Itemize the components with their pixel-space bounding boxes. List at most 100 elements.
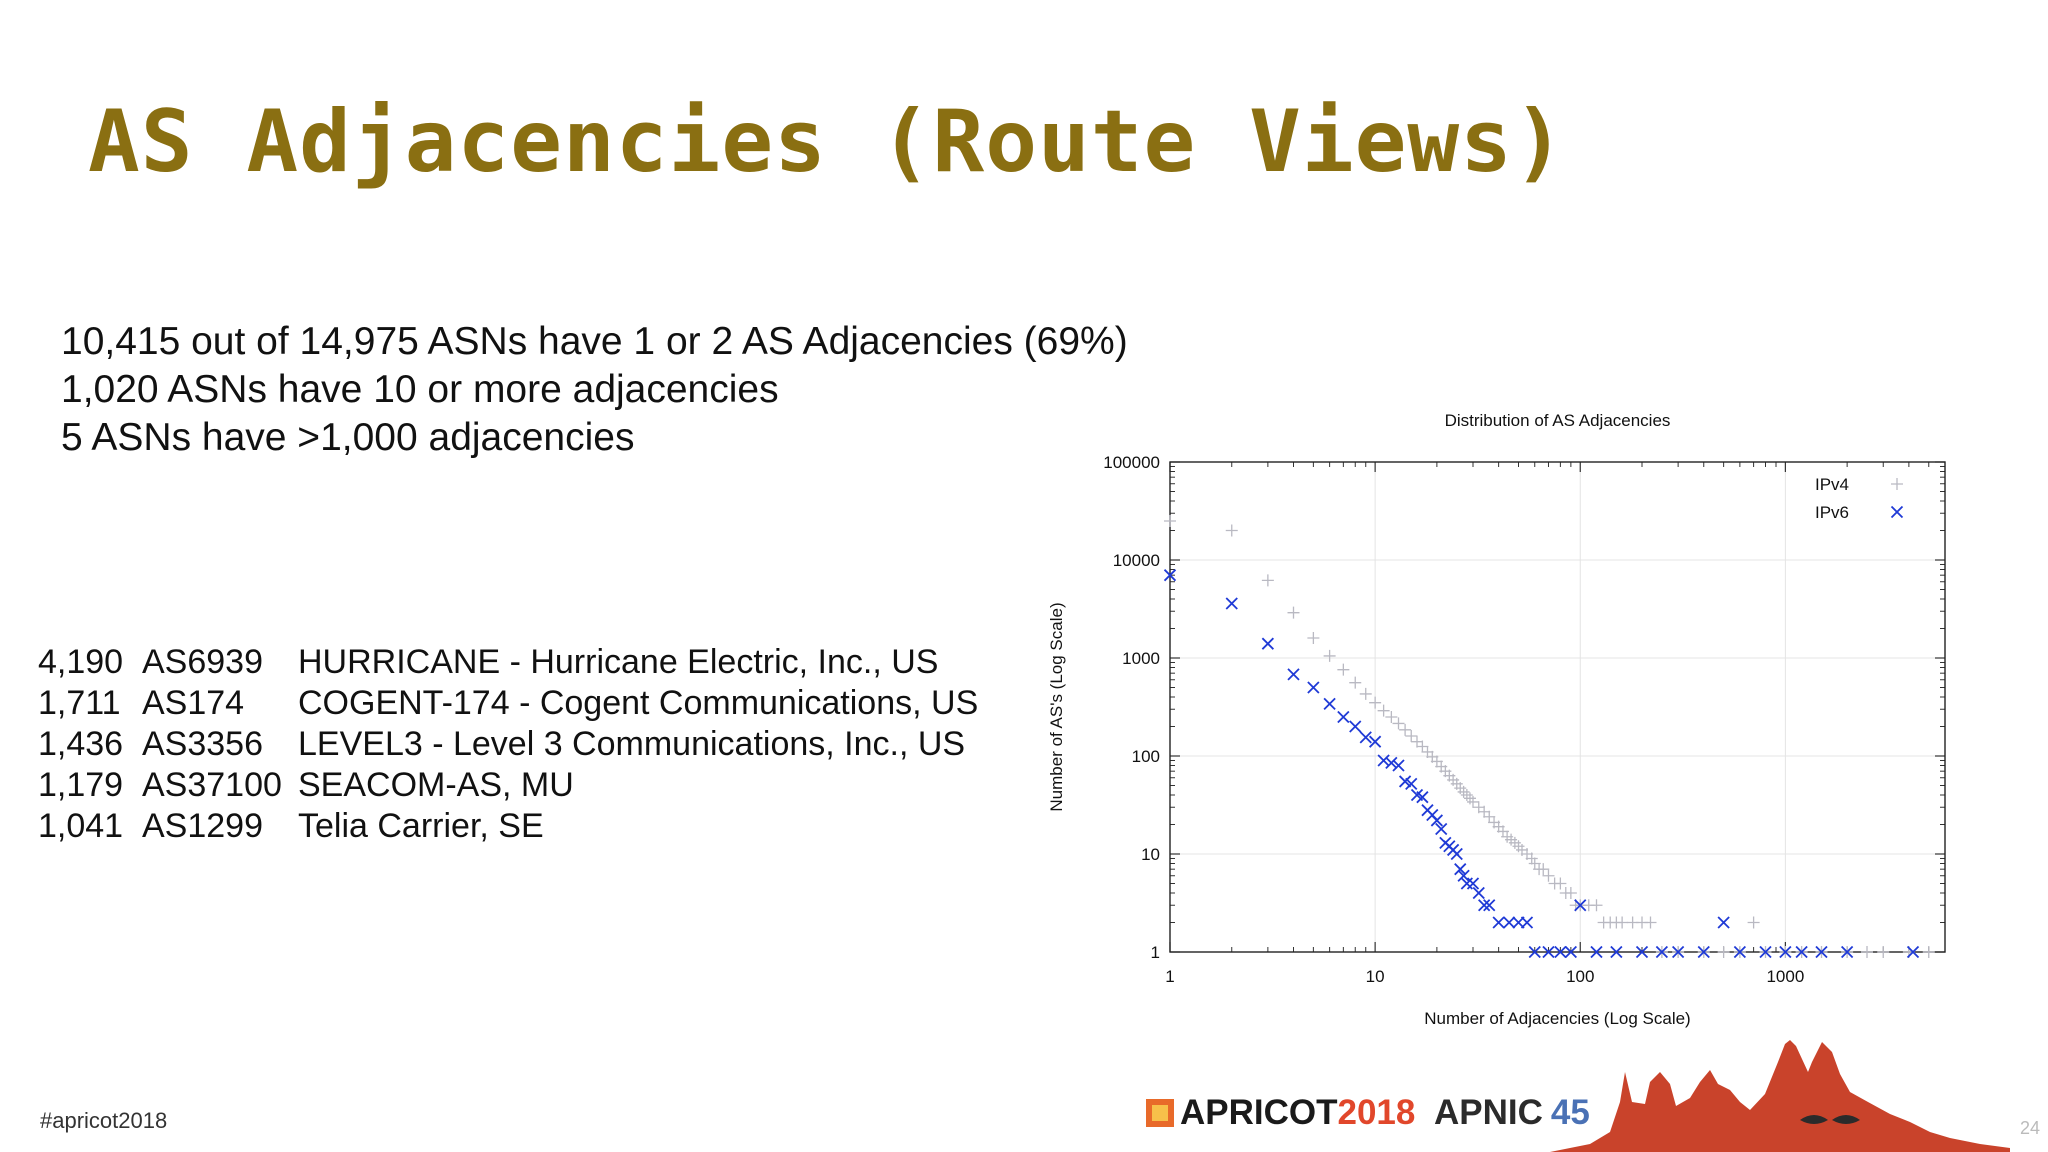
eyes-icon [1800,1115,1860,1124]
ipv4-point [1525,852,1538,865]
ipv4-point [1410,735,1423,748]
ipv4-point [1616,916,1629,929]
ipv6-point [1435,822,1448,836]
ipv4-point [1564,886,1577,899]
as-row: 1,711 AS174 COGENT-174 - Cogent Communicat… [38,683,978,724]
ipv6-point [1377,754,1390,767]
ipv4-point [1307,631,1320,644]
ipv4-point [1385,711,1398,724]
ipv6-point [1795,945,1808,959]
as-name: Telia Carrier, SE [298,807,544,845]
ipv6-point [1840,945,1854,959]
as-name: SEACOM-AS, MU [298,766,574,804]
ipv4-point [1644,916,1657,929]
skyline-shape [1550,1040,2010,1152]
x-tick-label: 1000 [1766,967,1804,986]
ipv4-point [1466,795,1479,808]
ipv4-point [1287,606,1300,619]
stat-line: 1,020 ASNs have 10 or more adjacencies [61,368,779,411]
y-tick-label: 10000 [1113,551,1160,570]
ipv4-point [1537,863,1550,876]
ipv6-point [1492,916,1505,929]
as-number: AS6939 [142,643,263,681]
as-number: AS1299 [142,807,263,845]
page-number: 24 [2019,1118,2040,1138]
ipv4-point [1399,723,1412,736]
ipv6-point [1416,791,1429,804]
as-number: AS3356 [142,725,263,763]
ipv4-point [1590,899,1603,912]
as-name: HURRICANE - Hurricane Electric, Inc., US [298,643,939,681]
ipv6-point [1655,945,1669,959]
ipv6-point [1405,777,1418,790]
hashtag: #apricot2018 [40,1108,168,1133]
ipv6-point [1323,697,1336,711]
ipv4-point [1542,869,1555,882]
ipv4-point [1359,687,1372,700]
ipv4-point [1861,946,1874,958]
ipv6-point [1717,916,1730,929]
ipv6-point [1478,899,1491,912]
y-tick-label: 10 [1141,845,1160,864]
ipv6-point [1349,720,1362,733]
as-count: 1,041 [38,807,124,845]
ipv4-point [1405,729,1418,742]
ipv4-point [1369,696,1382,709]
stat-line: 5 ASNs have >1,000 adjacencies [61,416,635,459]
ipv6-point [1430,814,1444,827]
ipv4-point [1457,785,1470,798]
ipv4-point [1478,805,1491,818]
ipv4-point [1554,877,1567,890]
ipv6-point [1225,597,1238,610]
x-tick-label: 1 [1165,967,1174,986]
legend-marker [1890,505,1904,519]
ipv6-point [1368,735,1382,748]
stat-line: 10,415 out of 14,975 ASNs have 1 or 2 AS… [61,320,1128,363]
ipv6-point [1163,569,1177,582]
ipv4-point [1416,740,1429,753]
ipv6-point [1733,945,1747,959]
ipv6-point [1385,756,1398,770]
ipv4-point [1323,649,1336,662]
plot-frame [1169,461,1946,953]
ipv6-point [1779,945,1792,959]
ipv6-point [1472,886,1485,900]
legend-label: IPv6 [1815,503,1849,522]
ipv4-point [1349,676,1362,689]
ipv6-point [1450,847,1463,861]
ipv6-point [1392,759,1405,772]
stats-block: 10,415 out of 14,975 ASNs have 1 or 2 AS… [61,318,1128,462]
legend-label: IPv4 [1815,475,1849,494]
as-count: 1,711 [38,684,121,722]
x-axis-label: Number of Adjacencies (Log Scale) [1424,1009,1690,1028]
ipv6-point [1520,916,1534,929]
y-tick-label: 100 [1132,747,1160,766]
ipv6-point [1261,637,1275,650]
x-tick-label: 10 [1366,967,1385,986]
ipv6-point [1906,945,1920,959]
ipv6-point [1554,945,1567,959]
ipv6-point [1697,945,1710,959]
ipv6-point [1635,945,1649,959]
ipv6-point [1671,945,1685,959]
as-count: 1,179 [38,766,124,804]
ipv6-point [1502,916,1516,929]
apnic-logo-text: APNIC [1434,1093,1543,1132]
apnic-logo: APNIC 45 [1434,1093,1590,1133]
slide-title: AS Adjacencies (Route Views) [88,92,1566,192]
ipv4-point [1392,717,1405,730]
ipv6-point [1759,945,1772,959]
legend-marker [1891,478,1903,490]
ipv6-point [1457,869,1470,882]
apricot-logo: APRICOT2018 [1146,1093,1415,1133]
y-tick-label: 1 [1151,943,1160,962]
as-row: 4,190 AS6939 HURRICANE - Hurricane Electri… [38,642,978,683]
ipv6-point [1483,899,1496,912]
ipv6-point [1307,681,1320,694]
ipv6-point [1590,945,1603,959]
ipv6-point [1815,945,1828,959]
ipv4-point [1377,704,1390,717]
as-count: 1,436 [38,725,124,763]
ipv6-point [1287,668,1300,681]
y-tick-label: 1000 [1122,649,1160,668]
